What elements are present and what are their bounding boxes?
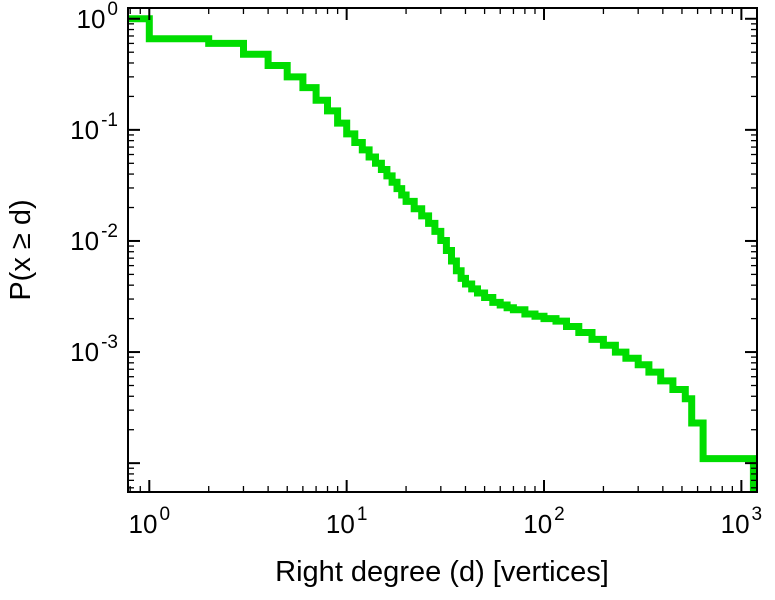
y-tick-label-10e-1: 10 -1	[70, 110, 118, 145]
plot-layers: 10 0 10 1 10 2 10 3 10 0 10 -1 10 -2 10 -3	[70, 0, 762, 539]
x-tick-label-10e2: 10 2	[523, 504, 565, 539]
y-tick-label-10e-3: 10 -3	[70, 332, 118, 367]
x-axis-label: Right degree (d) [vertices]	[275, 556, 609, 588]
x-tick-label-10e3: 10 3	[721, 504, 763, 539]
ccdf-step-curve	[128, 15, 757, 492]
y-tick-label-10e0: 10 0	[77, 0, 119, 34]
x-tick-label-10e1: 10 1	[326, 504, 368, 539]
plot-frame	[127, 7, 758, 493]
y-tick-label-10e-2: 10 -2	[70, 221, 118, 256]
x-tick-label-10e0: 10 0	[129, 504, 171, 539]
y-axis-label: P(x ≥ d)	[5, 199, 37, 300]
